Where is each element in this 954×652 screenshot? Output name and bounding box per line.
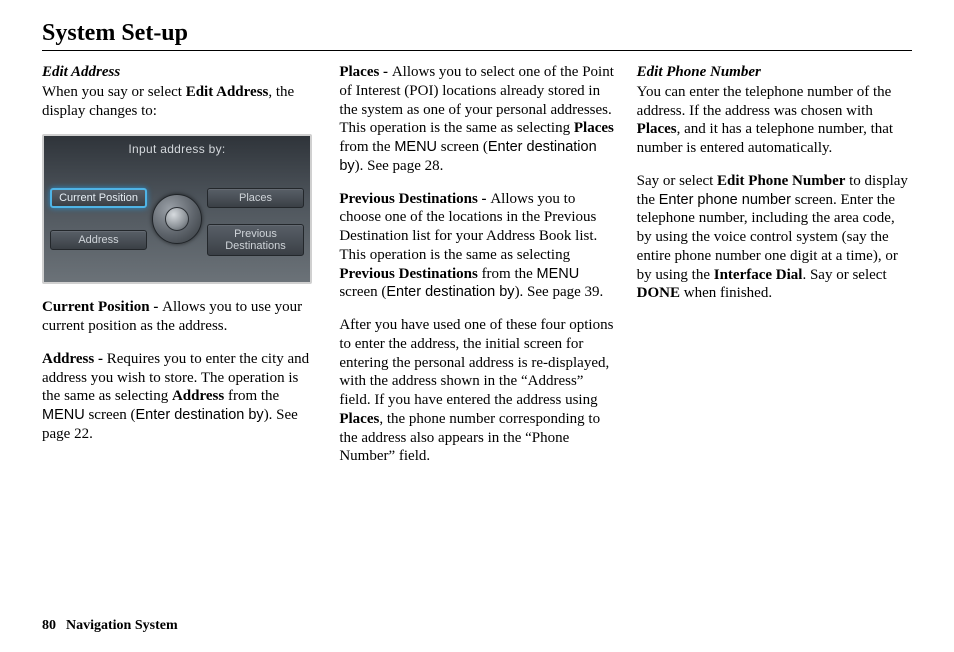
- device-btn-address: Address: [50, 230, 147, 250]
- device-grid: Current Position Places Address Previous…: [44, 180, 310, 258]
- dial-inner: [165, 207, 189, 231]
- column-3: Edit Phone Number You can enter the tele…: [637, 63, 912, 480]
- address-label: Address -: [42, 351, 107, 367]
- places-bold: Places: [574, 120, 614, 136]
- edit-address-bold: Edit Address: [186, 84, 269, 100]
- places-para: Places - Allows you to select one of the…: [339, 63, 614, 176]
- address-para: Address - Requires you to enter the city…: [42, 350, 317, 444]
- places-bold: Places: [637, 121, 677, 137]
- interface-dial-bold: Interface Dial: [714, 267, 803, 283]
- menu-sans: MENU: [537, 266, 580, 282]
- device-btn-previous-destinations: Previous Destinations: [207, 224, 304, 256]
- menu-sans: MENU: [42, 407, 85, 423]
- text: Say or select: [637, 173, 717, 189]
- text: . Say or select: [802, 267, 886, 283]
- text: After you have used one of these four op…: [339, 317, 613, 408]
- text: ). See page 28.: [355, 158, 444, 174]
- device-header: Input address by:: [44, 136, 310, 161]
- phone-para-1: You can enter the telephone number of th…: [637, 83, 912, 158]
- current-position-para: Current Position - Allows you to use you…: [42, 298, 317, 336]
- column-1: Edit Address When you say or select Edit…: [42, 63, 317, 480]
- edit-address-intro: When you say or select Edit Address, the…: [42, 83, 317, 121]
- prev-dest-para: Previous Destinations - Allows you to ch…: [339, 190, 614, 303]
- enter-dest-sans: Enter destination by: [136, 407, 264, 423]
- device-dial: [147, 194, 207, 244]
- page-number: 80: [42, 618, 56, 633]
- text: from the: [224, 388, 279, 404]
- prev-dest-bold: Previous Destinations: [339, 266, 477, 282]
- text: screen (: [85, 407, 136, 423]
- places-label: Places -: [339, 64, 391, 80]
- content-columns: Edit Address When you say or select Edit…: [42, 63, 912, 480]
- after-para: After you have used one of these four op…: [339, 316, 614, 466]
- page-title: System Set-up: [42, 18, 912, 51]
- text: You can enter the telephone number of th…: [637, 84, 892, 119]
- device-btn-current-position: Current Position: [50, 188, 147, 208]
- enter-phone-sans: Enter phone number: [659, 192, 791, 208]
- dial-outer: [152, 194, 202, 244]
- edit-phone-heading: Edit Phone Number: [637, 63, 912, 82]
- edit-phone-bold: Edit Phone Number: [717, 173, 845, 189]
- device-btn-places: Places: [207, 188, 304, 208]
- text: screen (: [339, 284, 386, 300]
- prev-dest-label: Previous Destinations -: [339, 191, 490, 207]
- text: from the: [339, 139, 394, 155]
- text: , the phone number corresponding to the …: [339, 411, 600, 465]
- text: When you say or select: [42, 84, 186, 100]
- text: screen (: [437, 139, 488, 155]
- edit-address-heading: Edit Address: [42, 63, 317, 82]
- address-bold: Address: [172, 388, 224, 404]
- current-position-label: Current Position -: [42, 299, 162, 315]
- enter-dest-sans: Enter destination by: [386, 284, 514, 300]
- text: from the: [478, 266, 537, 282]
- text: when finished.: [680, 285, 772, 301]
- phone-para-2: Say or select Edit Phone Number to displ…: [637, 172, 912, 303]
- column-2: Places - Allows you to select one of the…: [339, 63, 614, 480]
- places-bold: Places: [339, 411, 379, 427]
- footer-label: Navigation System: [66, 618, 178, 633]
- done-bold: DONE: [637, 285, 680, 301]
- text: ). See page 39.: [515, 284, 604, 300]
- device-screenshot: Input address by: Current Position Place…: [42, 134, 312, 284]
- page-footer: 80 Navigation System: [42, 617, 178, 635]
- menu-sans: MENU: [394, 139, 437, 155]
